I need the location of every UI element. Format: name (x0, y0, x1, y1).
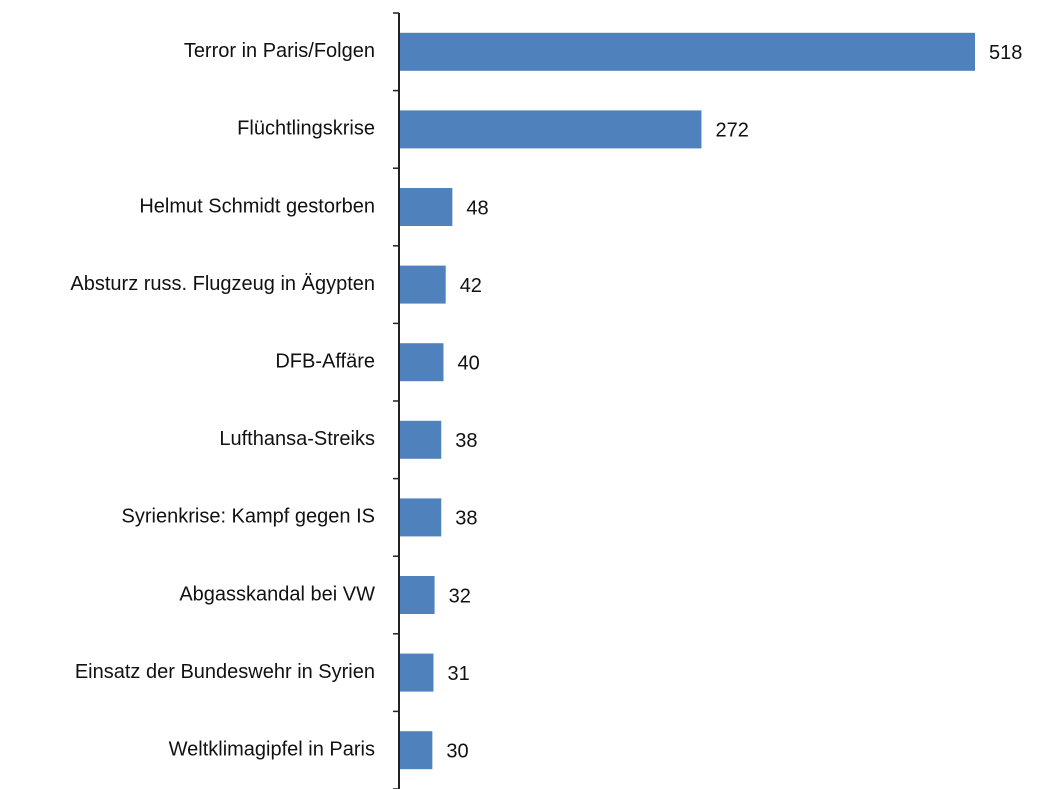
data-label: 272 (715, 120, 748, 142)
data-label: 38 (455, 508, 477, 530)
data-label: 31 (447, 663, 469, 685)
data-label: 40 (457, 352, 479, 374)
bar (399, 32, 975, 71)
y-tick-label: Einsatz der Bundeswehr in Syrien (75, 661, 375, 683)
bar (399, 420, 442, 459)
bar (399, 188, 453, 226)
data-label: 30 (446, 740, 468, 762)
bar (399, 498, 442, 537)
bar (399, 110, 702, 149)
y-tick-label: Terror in Paris/Folgen (184, 40, 375, 62)
bar (399, 576, 435, 614)
data-label: 42 (460, 275, 482, 297)
y-tick-label: Helmut Schmidt gestorben (139, 195, 375, 217)
bar (399, 731, 433, 770)
data-label: 38 (455, 430, 477, 452)
y-tick-label: Lufthansa-Streiks (219, 428, 375, 450)
y-tick-label: Flüchtlingskrise (237, 118, 375, 140)
data-label: 32 (449, 585, 471, 607)
y-tick-label: Weltklimagipfel in Paris (169, 738, 375, 760)
y-tick-label: Abgasskandal bei VW (179, 583, 375, 605)
data-label: 48 (466, 197, 488, 219)
bar (399, 265, 446, 304)
bar (399, 653, 434, 692)
y-tick-label: Absturz russ. Flugzeug in Ägypten (70, 273, 375, 295)
y-tick-label: DFB-Affäre (275, 350, 375, 372)
y-tick-label: Syrienkrise: Kampf gegen IS (122, 506, 375, 528)
data-label: 518 (989, 42, 1022, 64)
bar (399, 343, 444, 382)
